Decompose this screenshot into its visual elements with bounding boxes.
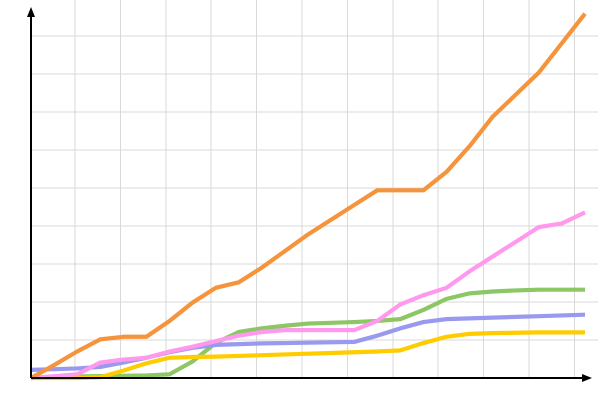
- series-layer: [29, 12, 587, 381]
- purple-series: [30, 312, 586, 372]
- x-axis-arrow-icon: [582, 374, 592, 382]
- yellow-series: [31, 330, 585, 381]
- pink-series: [30, 210, 586, 381]
- orange-series: [29, 12, 587, 380]
- green-series: [30, 287, 585, 381]
- horizontal-gridlines: [31, 35, 598, 341]
- y-axis-arrow-icon: [27, 7, 35, 17]
